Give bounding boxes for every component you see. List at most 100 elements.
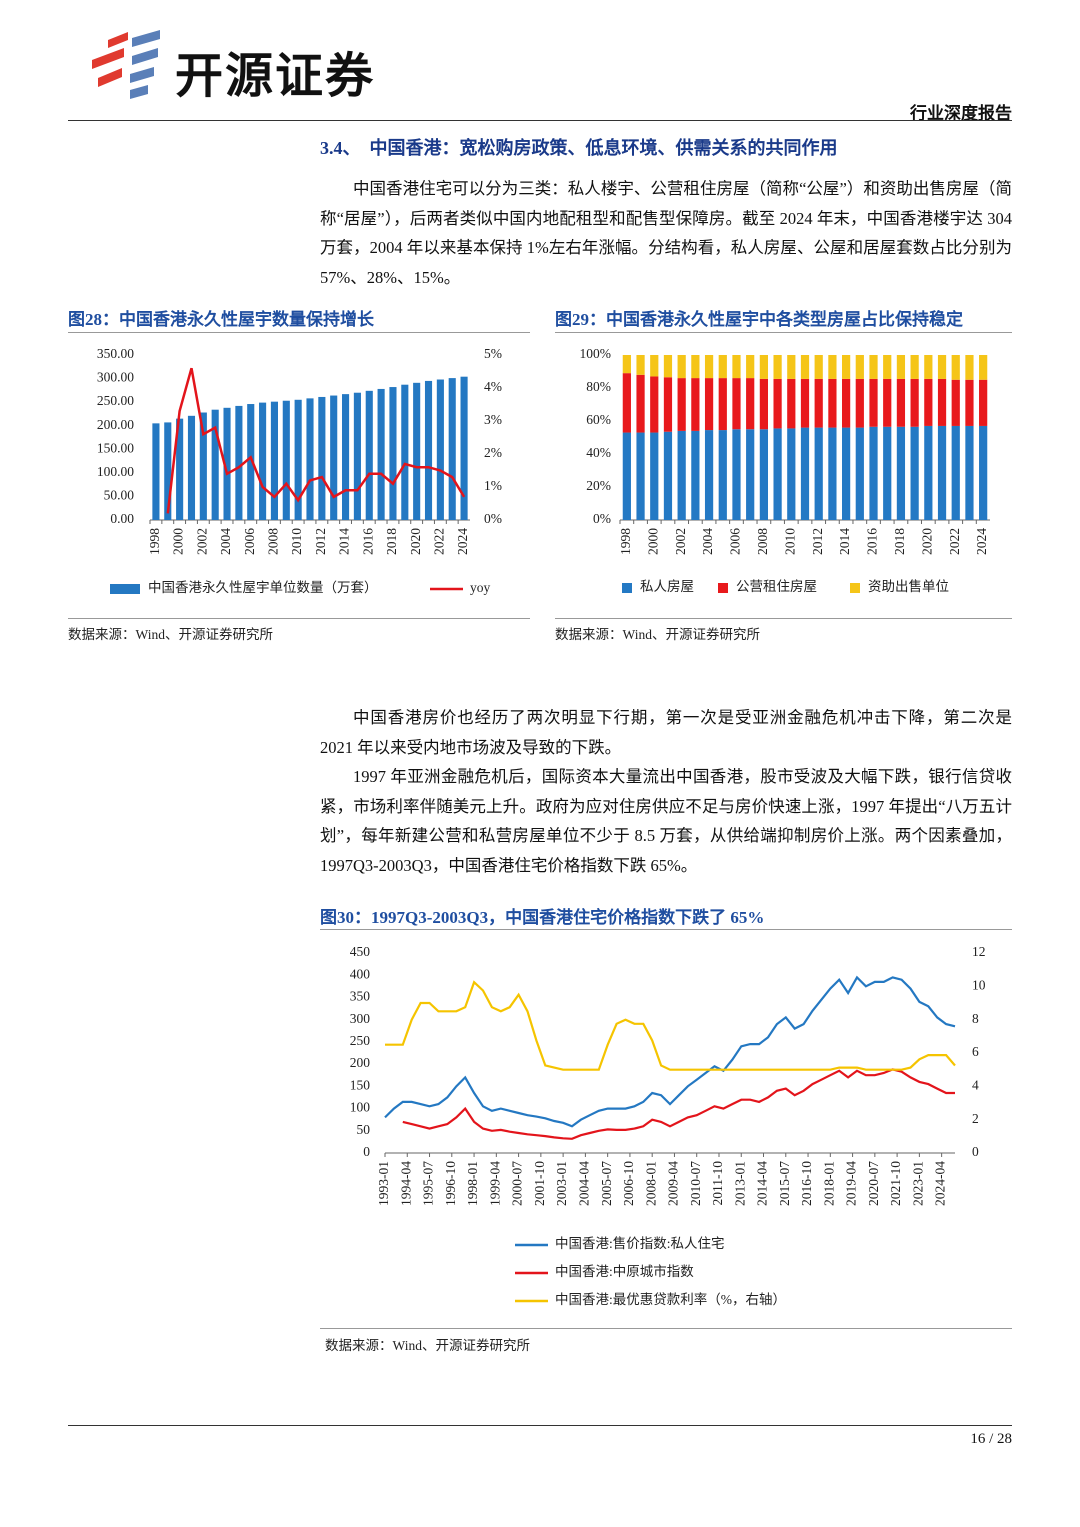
bar — [869, 378, 878, 427]
y-tick-label: 50 — [357, 1122, 371, 1137]
x-tick-label: 2016-10 — [799, 1161, 814, 1206]
bar — [828, 427, 837, 520]
bar — [342, 394, 350, 520]
report-type: 行业深度报告 — [910, 104, 1012, 123]
y-tick-label: 0% — [593, 511, 611, 526]
x-tick-label: 2020 — [408, 528, 423, 555]
x-tick-label: 2013-01 — [732, 1161, 747, 1206]
figure-rule — [320, 1328, 1012, 1329]
y2-tick-label: 4 — [972, 1077, 979, 1092]
x-tick-label: 2019-04 — [844, 1161, 859, 1206]
bar — [910, 378, 919, 427]
bar — [636, 374, 645, 433]
bar — [814, 355, 823, 379]
x-tick-label: 2012 — [810, 528, 825, 555]
figure-rule — [555, 332, 1012, 333]
x-tick-label: 2018 — [892, 528, 907, 555]
bar — [896, 378, 906, 427]
section-number: 3.4、 — [320, 138, 361, 158]
bar — [330, 395, 338, 520]
x-tick-label: 2018-01 — [821, 1161, 836, 1206]
bar — [636, 355, 645, 375]
figure-rule — [68, 332, 530, 333]
bar — [732, 429, 741, 520]
x-tick-label: 1993-01 — [376, 1161, 391, 1206]
bar — [951, 355, 960, 380]
legend-label: 私人房屋 — [640, 579, 694, 594]
bar — [318, 396, 326, 520]
bar — [732, 355, 741, 379]
x-tick-label: 2016 — [360, 528, 375, 555]
x-tick-label: 2010-07 — [688, 1161, 703, 1206]
x-tick-label: 2004 — [700, 528, 715, 555]
y2-tick-label: 2% — [484, 445, 502, 460]
bar — [294, 399, 302, 520]
x-tick-label: 2008-01 — [643, 1161, 658, 1206]
y-tick-label: 450 — [350, 944, 371, 959]
figure-source: 数据来源：Wind、开源证券研究所 — [68, 627, 273, 642]
x-tick-label: 2008 — [755, 528, 770, 555]
y2-tick-label: 6 — [972, 1044, 979, 1059]
y2-tick-label: 10 — [972, 977, 986, 992]
y-tick-label: 300.00 — [97, 370, 134, 385]
section-title: 中国香港：宽松购房政策、低息环境、供需关系的共同作用 — [369, 138, 838, 158]
bar — [718, 378, 727, 431]
figure-rule — [555, 618, 1012, 619]
y-tick-label: 100% — [580, 346, 612, 361]
y-tick-label: 20% — [586, 478, 611, 493]
bar — [704, 430, 714, 520]
paragraph: 1997 年亚洲金融危机后，国际资本大量流出中国香港，股市受波及大幅下跌，银行信… — [320, 767, 1012, 875]
y-tick-label: 250 — [350, 1033, 371, 1048]
y2-tick-label: 2 — [972, 1111, 979, 1126]
company-name: 开源证券 — [175, 48, 376, 104]
bar — [650, 432, 659, 520]
legend-label: 公营租住房屋 — [736, 579, 817, 594]
bar — [650, 355, 659, 377]
paragraph: 中国香港房价也经历了两次明显下行期，第一次是受亚洲金融危机冲击下降，第二次是 2… — [320, 708, 1012, 757]
x-tick-label: 2000-07 — [510, 1161, 525, 1206]
x-tick-label: 2024-04 — [933, 1161, 948, 1206]
x-tick-label: 2009-04 — [666, 1161, 681, 1206]
figure-caption: 图30：1997Q3-2003Q3，中国香港住宅价格指数下跌了 65% — [320, 908, 765, 927]
x-tick-label: 2005-07 — [599, 1161, 614, 1206]
bar — [937, 378, 947, 426]
x-tick-label: 2015-07 — [777, 1161, 792, 1206]
page-number: 16 / 28 — [970, 1431, 1012, 1447]
x-tick-label: 2001-10 — [532, 1161, 547, 1206]
y-tick-label: 200.00 — [97, 417, 134, 432]
x-tick-label: 2022 — [947, 528, 962, 555]
line — [166, 367, 466, 514]
line — [384, 975, 956, 1128]
x-tick-label: 2010 — [289, 528, 304, 555]
legend-swatch — [622, 583, 632, 593]
bar — [663, 377, 673, 432]
legend-swatch — [110, 584, 140, 594]
bar — [460, 376, 468, 520]
bar — [663, 431, 673, 520]
bar — [800, 427, 810, 520]
x-tick-label: 2020 — [919, 528, 934, 555]
bar — [937, 355, 947, 379]
bar — [677, 378, 686, 431]
x-tick-label: 2020-07 — [866, 1161, 881, 1206]
bar — [951, 425, 960, 520]
bar — [622, 432, 631, 520]
bar — [965, 425, 974, 520]
x-tick-label: 2003-01 — [554, 1161, 569, 1206]
bar — [773, 378, 782, 429]
bar — [965, 355, 974, 380]
bar — [979, 355, 988, 380]
y2-tick-label: 8 — [972, 1011, 979, 1026]
bar — [436, 379, 444, 520]
bar — [759, 378, 768, 430]
bar — [663, 355, 673, 378]
bar — [746, 429, 755, 520]
x-tick-label: 1994-04 — [398, 1161, 413, 1206]
bar — [718, 355, 727, 379]
bar — [842, 378, 851, 428]
y-tick-label: 150.00 — [97, 440, 134, 455]
bar — [842, 355, 851, 379]
logo-icon — [92, 30, 160, 99]
bar — [448, 378, 456, 520]
